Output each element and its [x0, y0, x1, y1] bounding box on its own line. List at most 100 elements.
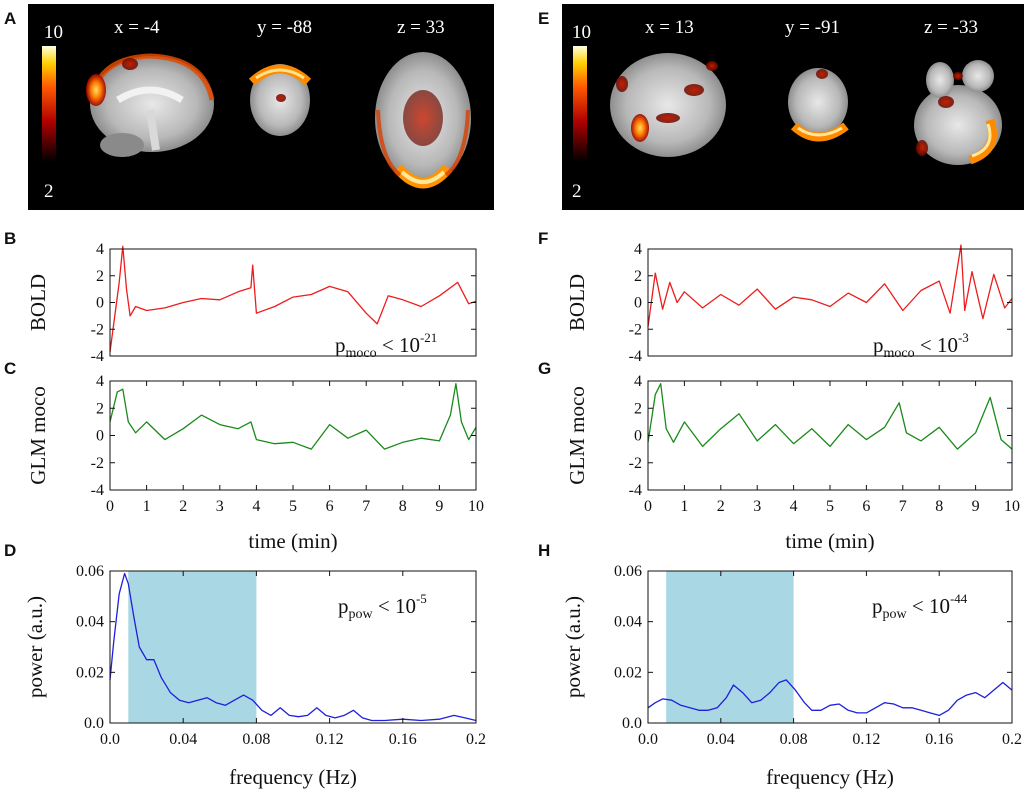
x-tick-label: 0 — [644, 498, 652, 515]
x-tick-label: 9 — [435, 498, 443, 515]
panel-letter-g: G — [538, 359, 551, 378]
slice-label-coronal: y = -91 — [785, 17, 840, 38]
chart-power-right: 0.0 0.02 0.04 0.06 0.0 0.04 0.08 0.12 0.16 0.2 fre… — [561, 563, 1022, 789]
x-axis-label: time (min) — [785, 529, 874, 553]
series-line-0 — [109, 245, 477, 353]
x-tick-label: 0.08 — [242, 731, 270, 748]
x-tick-label: 2 — [179, 498, 187, 515]
pvalue-pow-right: ppow < 10-44 — [872, 591, 968, 622]
y-tick-label: 0 — [634, 428, 642, 445]
y-tick-label: 0 — [96, 428, 104, 445]
y-tick-label: 0 — [96, 295, 104, 312]
y-tick-label: 0.04 — [614, 614, 642, 631]
x-tick-label: 0.0 — [100, 731, 120, 748]
x-tick-label: 4 — [252, 498, 260, 515]
x-tick-label: 6 — [862, 498, 870, 515]
y-axis-label: GLM moco — [565, 386, 589, 485]
x-tick-label: 5 — [289, 498, 297, 515]
x-tick-label: 6 — [326, 498, 334, 515]
y-axis-label: GLM moco — [26, 386, 50, 485]
y-tick-label: -2 — [629, 455, 642, 472]
x-tick-label: 0.12 — [852, 731, 880, 748]
y-tick-label: 2 — [96, 268, 104, 285]
x-tick-label: 0.2 — [1002, 731, 1022, 748]
frequency-band — [128, 571, 257, 723]
x-axis-label: frequency (Hz) — [229, 765, 357, 789]
x-tick-label: 7 — [899, 498, 907, 515]
series-line-0 — [647, 244, 1013, 327]
y-axis-label: power (a.u.) — [23, 596, 47, 698]
y-tick-label: -4 — [91, 348, 104, 365]
y-tick-label: 4 — [634, 373, 642, 390]
x-tick-label: 1 — [680, 498, 688, 515]
y-tick-label: 0.06 — [76, 563, 104, 580]
brain-panel-left: 10 2 x = -4 y = -88 z = 33 — [28, 4, 494, 210]
x-tick-label: 0.08 — [780, 731, 808, 748]
y-tick-label: 2 — [634, 400, 642, 417]
chart-glm-left: -4 -2 0 2 4 0 1 2 3 4 5 6 7 8 9 10 time (min) GLM moco — [26, 373, 484, 553]
x-tick-label: 8 — [935, 498, 943, 515]
colorbar — [42, 46, 56, 162]
x-axis-label: time (min) — [248, 529, 337, 553]
x-tick-label: 0.04 — [707, 731, 735, 748]
y-tick-label: -4 — [629, 482, 642, 499]
y-tick-label: 4 — [96, 241, 104, 258]
y-tick-label: -4 — [91, 482, 104, 499]
panel-letter-e: E — [538, 9, 549, 28]
y-tick-label: -2 — [91, 321, 104, 338]
x-tick-label: 0 — [106, 498, 114, 515]
y-tick-label: 2 — [634, 268, 642, 285]
colorbar-max-label: 10 — [572, 22, 591, 43]
brain-slice-axial — [914, 60, 1002, 165]
x-tick-label: 3 — [753, 498, 761, 515]
frequency-band — [666, 571, 794, 723]
y-axis-label: BOLD — [26, 274, 50, 331]
x-tick-label: 9 — [972, 498, 980, 515]
y-tick-label: 4 — [96, 373, 104, 390]
series-line-0 — [647, 383, 1013, 450]
slice-label-sagittal: x = -4 — [114, 17, 160, 38]
x-tick-label: 1 — [143, 498, 151, 515]
x-tick-label: 10 — [1004, 498, 1020, 515]
plot-frame — [647, 570, 1013, 724]
right-column: E 10 2 x = 13 y = -91 z = -33 — [538, 4, 1024, 789]
y-tick-label: 0.0 — [84, 715, 104, 732]
x-tick-label: 4 — [790, 498, 798, 515]
slice-label-coronal: y = -88 — [257, 17, 312, 38]
y-axis-label: power (a.u.) — [561, 596, 585, 698]
slice-label-sagittal: x = 13 — [645, 17, 694, 38]
chart-glm-right: -4 -2 0 2 4 0 1 2 3 4 5 6 7 8 9 10 time (min) GLM moco — [565, 373, 1020, 553]
series-line-0 — [109, 383, 477, 450]
chart-bold-left: -4 -2 0 2 4 BOLD — [26, 241, 477, 365]
y-tick-label: -4 — [629, 348, 642, 365]
y-tick-label: 0.0 — [622, 715, 642, 732]
y-tick-label: 0.02 — [614, 664, 642, 681]
brain-slice-sagittal — [610, 53, 726, 157]
left-column: A 10 2 x = -4 y = -88 z = 33 — [4, 4, 494, 789]
brain-slice-axial — [375, 52, 471, 189]
brain-panel-right: 10 2 x = 13 y = -91 z = -33 — [562, 4, 1024, 210]
y-tick-label: 2 — [96, 400, 104, 417]
plot-frame — [109, 570, 477, 724]
panel-letter-b: B — [4, 229, 16, 248]
brain-slice-coronal — [788, 68, 849, 142]
x-tick-label: 0.2 — [466, 731, 486, 748]
panel-letter-c: C — [4, 359, 16, 378]
y-tick-label: 4 — [634, 241, 642, 258]
slice-label-axial: z = -33 — [924, 17, 978, 38]
x-tick-label: 5 — [826, 498, 834, 515]
pvalue-pow-left: ppow < 10-5 — [338, 591, 427, 622]
y-tick-label: -2 — [629, 321, 642, 338]
x-tick-label: 3 — [216, 498, 224, 515]
x-tick-label: 8 — [399, 498, 407, 515]
x-tick-label: 0.0 — [638, 731, 658, 748]
y-tick-label: 0.02 — [76, 664, 104, 681]
x-tick-label: 2 — [717, 498, 725, 515]
brain-slice-sagittal — [86, 53, 215, 157]
chart-bold-right: -4 -2 0 2 4 BOLD — [565, 241, 1013, 365]
x-tick-label: 0.16 — [925, 731, 953, 748]
panel-letter-d: D — [4, 541, 16, 560]
x-tick-label: 10 — [468, 498, 484, 515]
x-tick-label: 0.16 — [389, 731, 417, 748]
